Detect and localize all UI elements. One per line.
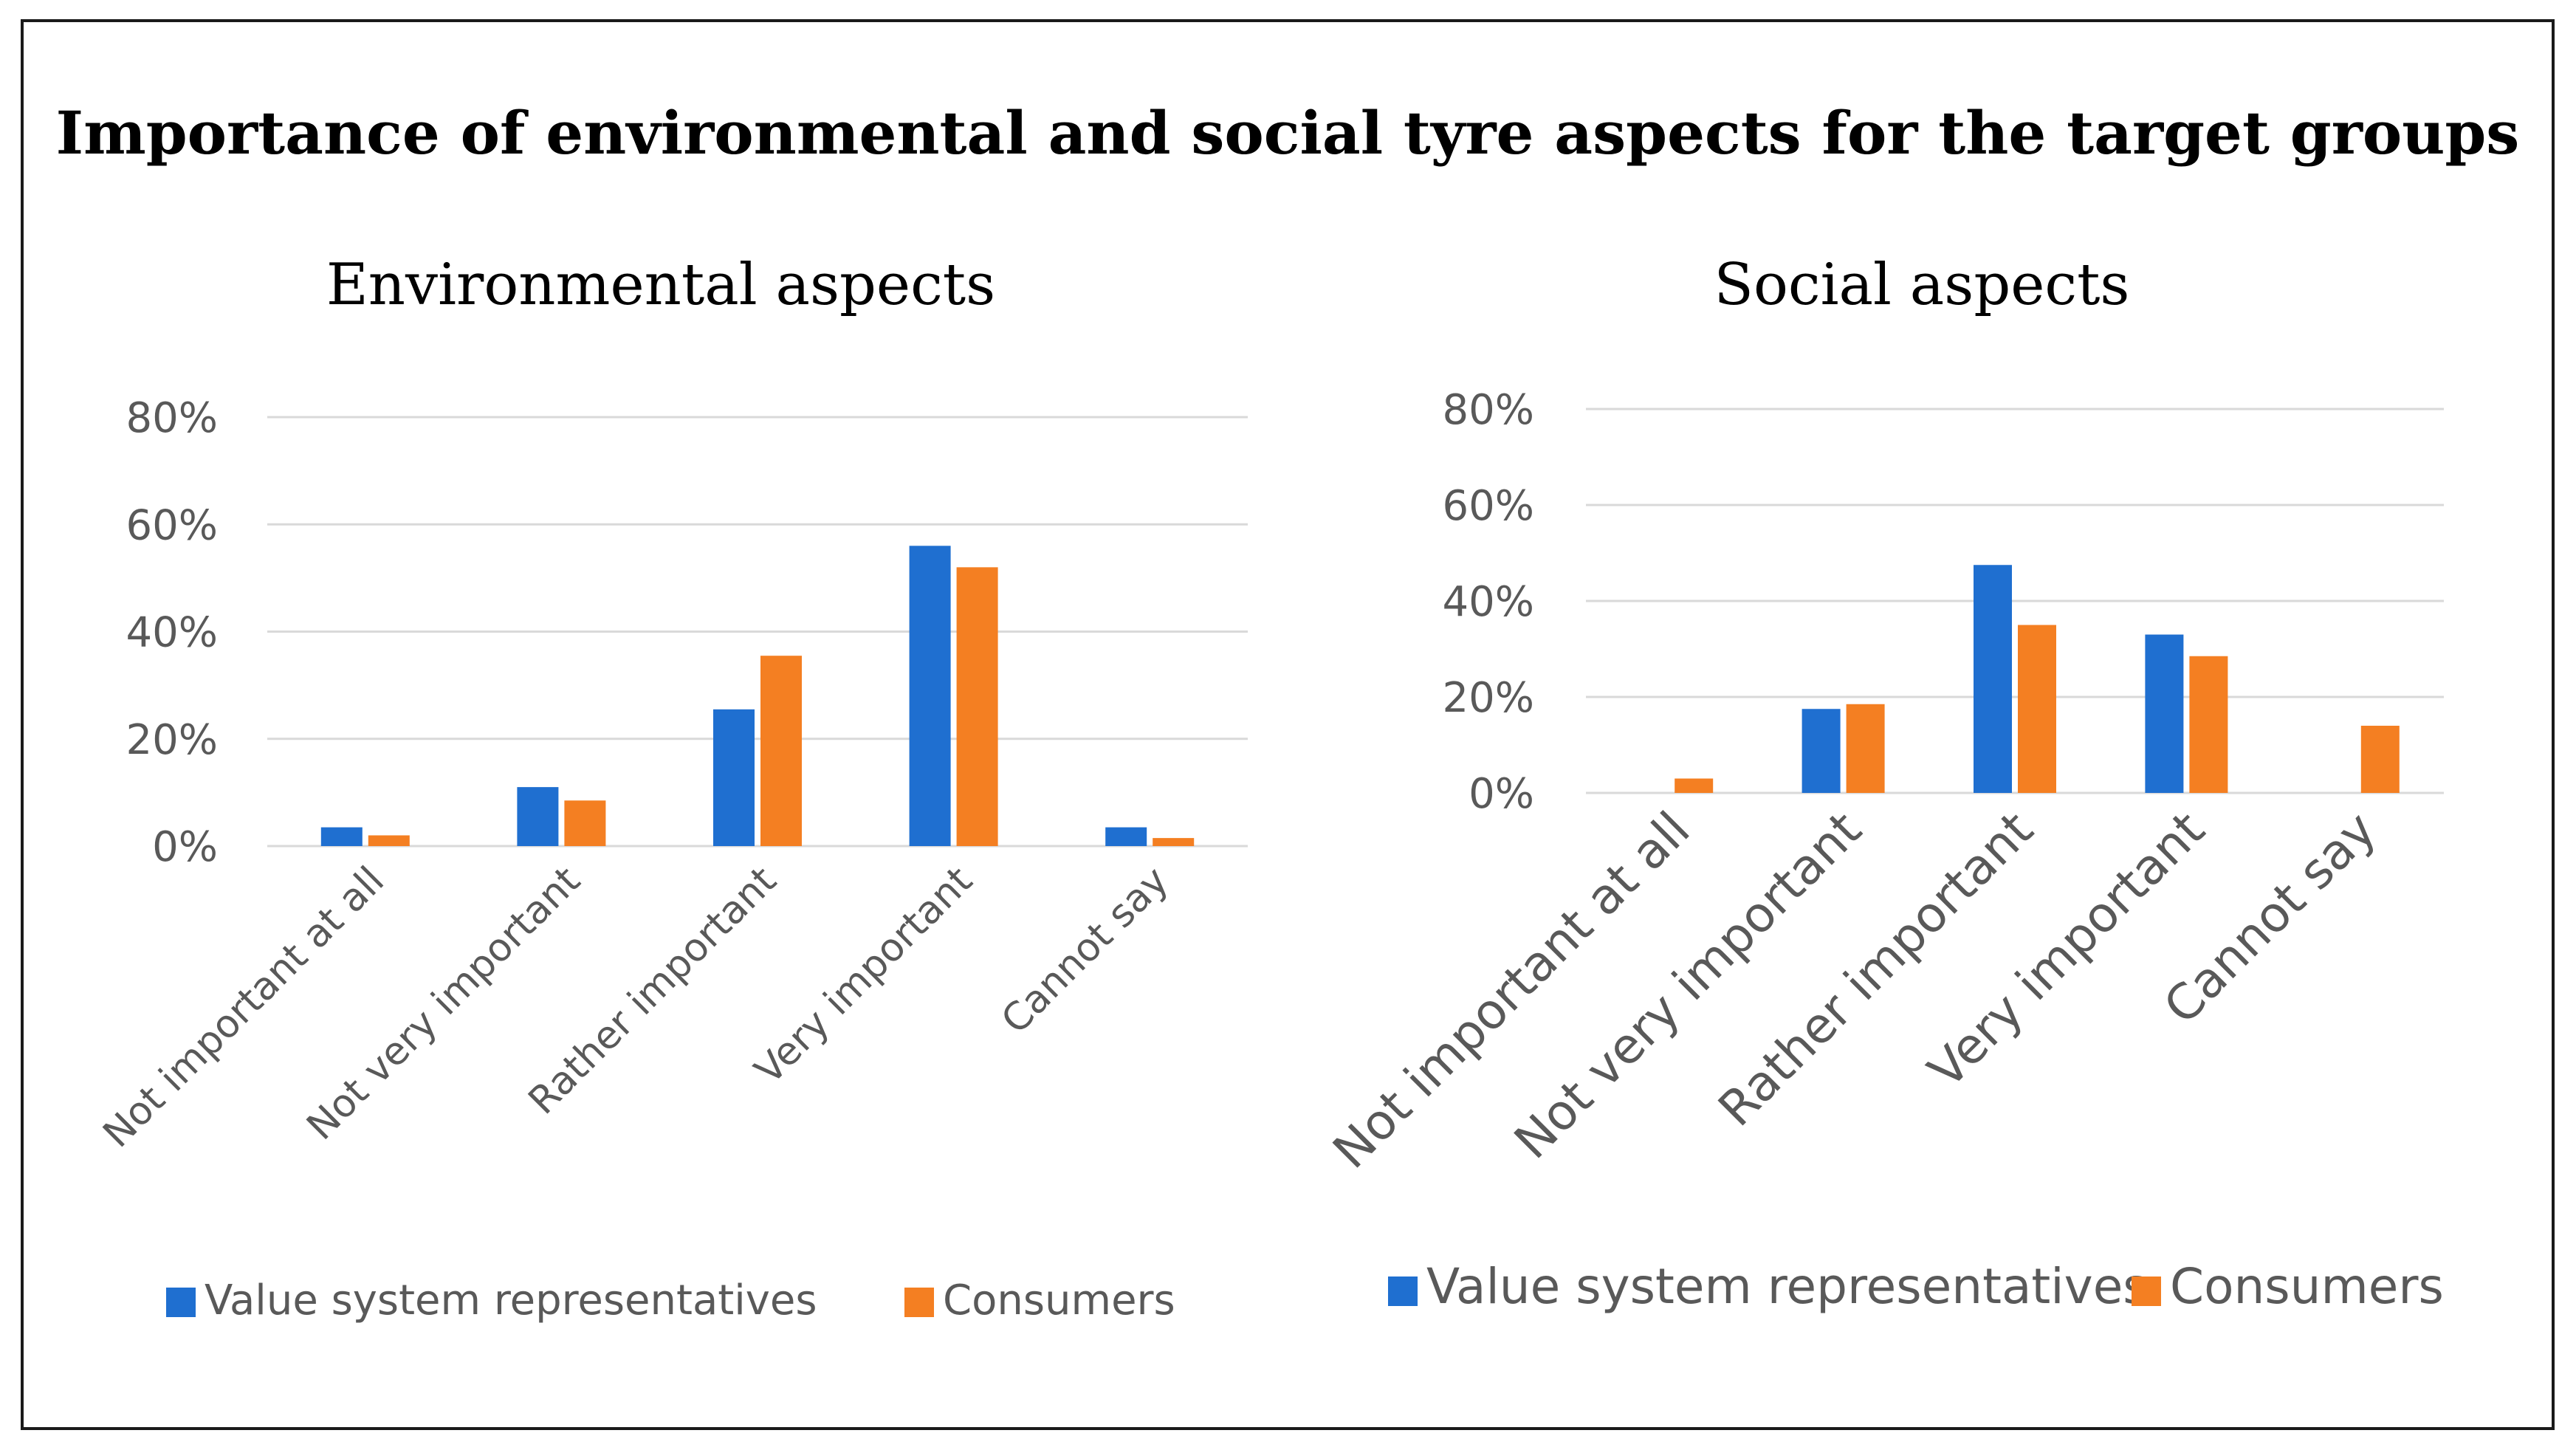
figure-title: Importance of environmental and social t… xyxy=(56,98,2520,168)
env-chart-title: Environmental aspects xyxy=(326,252,995,318)
env-y-tick-label: 80% xyxy=(126,394,218,442)
soc-y-tick-label: 40% xyxy=(1443,578,1534,626)
env-bar-value-system-representatives-not-very-important xyxy=(517,787,559,846)
env-bar-value-system-representatives-rather-important xyxy=(713,709,755,846)
env-bar-value-system-representatives-very-important xyxy=(909,546,951,846)
soc-legend-label-value-system-representatives: Value system representatives xyxy=(1426,1258,2149,1315)
soc-y-tick-label: 60% xyxy=(1443,482,1534,530)
env-bar-consumers-very-important xyxy=(956,567,998,846)
env-y-tick-label: 0% xyxy=(152,823,218,871)
env-bar-consumers-cannot-say xyxy=(1153,838,1195,846)
env-y-tick-label: 20% xyxy=(126,716,218,764)
soc-bar-consumers-rather-important xyxy=(2018,625,2056,793)
env-bar-value-system-representatives-cannot-say xyxy=(1105,827,1147,846)
soc-bar-value-system-representatives-rather-important xyxy=(1974,565,2012,793)
soc-legend-swatch-consumers xyxy=(2132,1277,2161,1306)
env-y-tick-label: 60% xyxy=(126,501,218,549)
soc-bar-consumers-cannot-say xyxy=(2360,726,2400,793)
soc-bar-value-system-representatives-not-very-important xyxy=(1802,709,1841,793)
soc-chart-title: Social aspects xyxy=(1714,252,2130,318)
figure-frame xyxy=(21,19,2555,1430)
env-legend-swatch-consumers xyxy=(904,1288,934,1317)
env-bar-value-system-representatives-not-important-at-all xyxy=(320,827,363,846)
soc-bar-value-system-representatives-very-important xyxy=(2145,634,2184,793)
env-bar-consumers-not-very-important xyxy=(564,800,606,846)
soc-y-tick-label: 20% xyxy=(1443,674,1534,722)
soc-legend-label-consumers: Consumers xyxy=(2170,1258,2444,1315)
env-legend-label-consumers: Consumers xyxy=(943,1277,1175,1324)
soc-bar-consumers-very-important xyxy=(2189,656,2228,793)
env-legend-swatch-value-system-representatives xyxy=(166,1288,196,1317)
soc-bar-consumers-not-important-at-all xyxy=(1675,778,1714,793)
env-bar-consumers-not-important-at-all xyxy=(368,835,410,846)
env-legend-label-value-system-representatives: Value system representatives xyxy=(205,1277,817,1324)
soc-y-tick-label: 0% xyxy=(1469,770,1534,818)
soc-legend-swatch-value-system-representatives xyxy=(1388,1277,1418,1306)
soc-bar-consumers-not-very-important xyxy=(1846,704,1885,793)
soc-y-tick-label: 80% xyxy=(1443,386,1534,434)
env-y-tick-label: 40% xyxy=(126,609,218,657)
env-bar-consumers-rather-important xyxy=(760,656,802,846)
